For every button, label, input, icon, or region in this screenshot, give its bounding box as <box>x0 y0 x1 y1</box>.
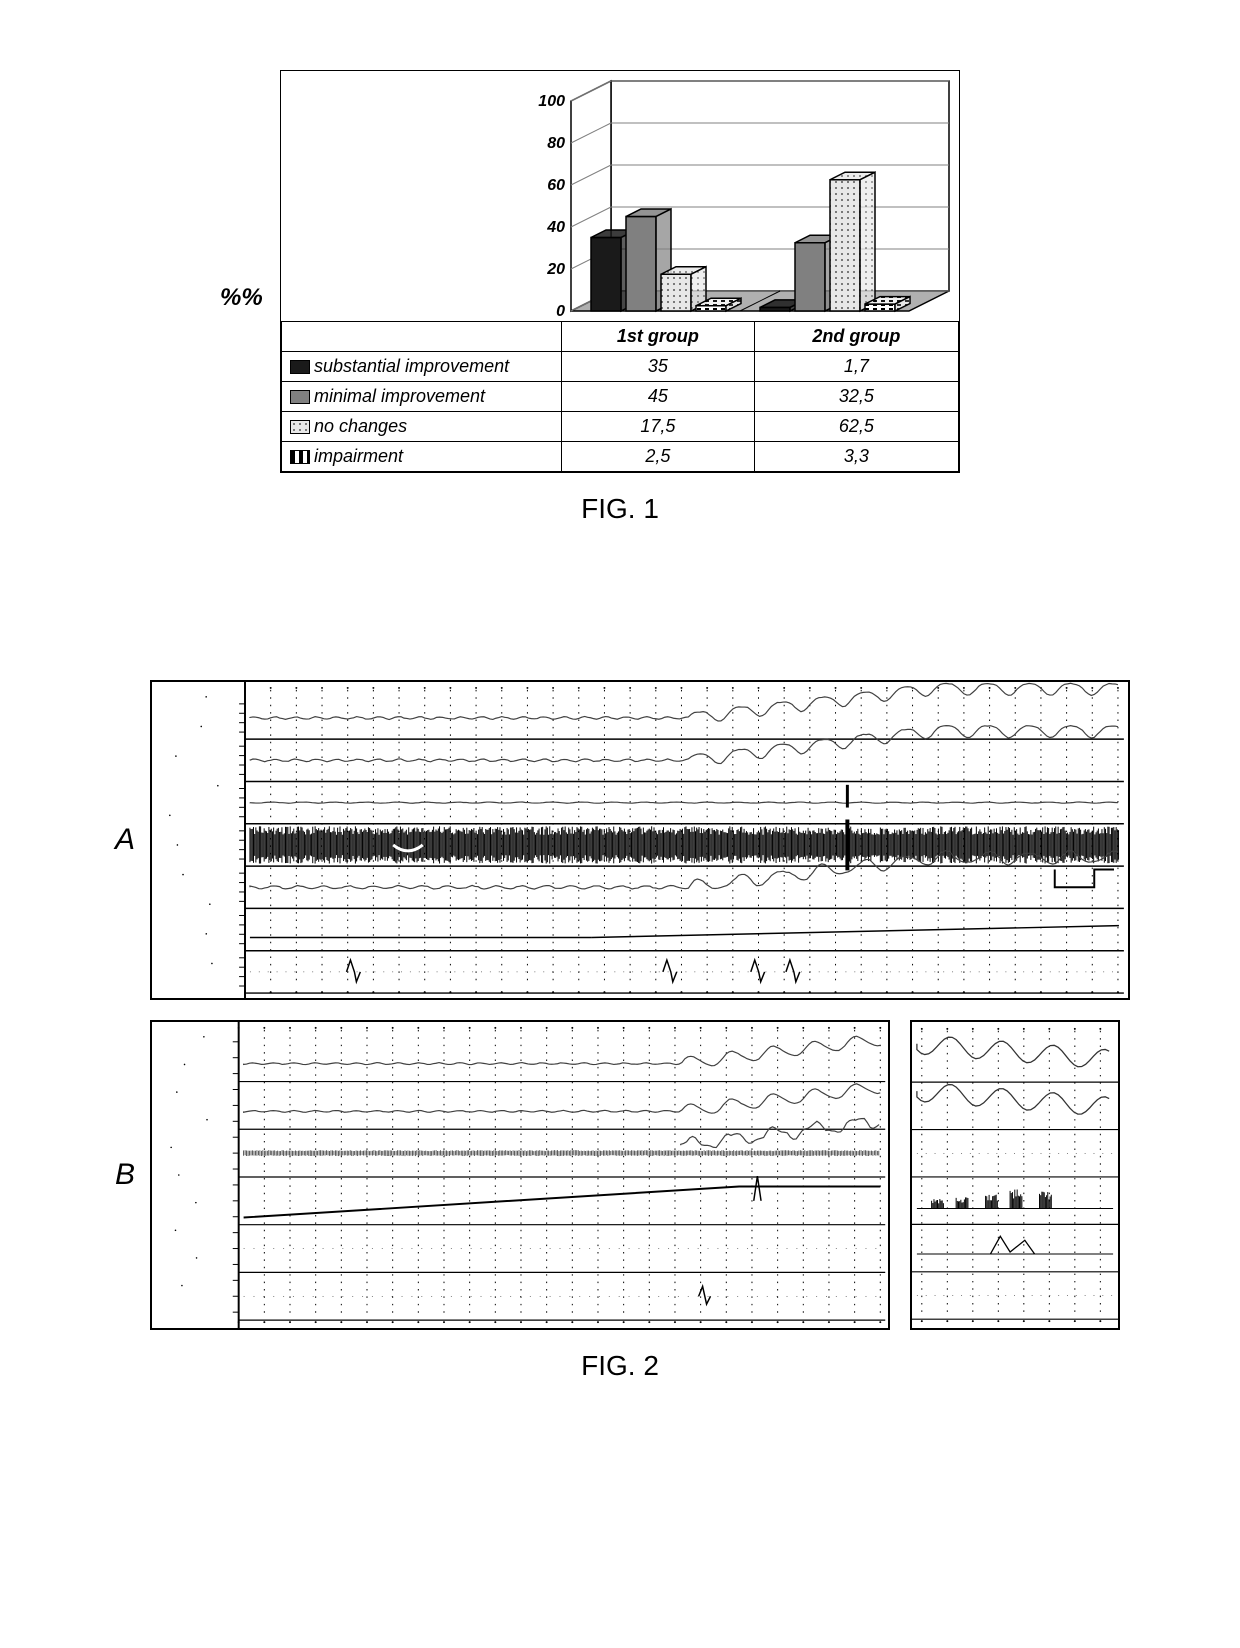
legend-swatch <box>290 420 310 434</box>
data-cell: 35 <box>562 352 755 382</box>
legend-cell: impairment <box>282 442 562 472</box>
data-cell: 2,5 <box>562 442 755 472</box>
corner-cell <box>282 322 562 352</box>
panel-b-wrap <box>150 1020 1120 1330</box>
figure-1-caption: FIG. 1 <box>280 493 960 525</box>
table-row: substantial improvement 351,7 <box>282 352 959 382</box>
svg-text:0: 0 <box>556 303 565 320</box>
legend-label: impairment <box>314 446 403 466</box>
svg-text:100: 100 <box>538 93 565 110</box>
data-table: 1st group 2nd group substantial improvem… <box>281 321 959 472</box>
svg-text:60: 60 <box>547 177 565 194</box>
chart-with-table: 0 20 40 60 80 100 1st group 2nd group substan… <box>280 70 960 473</box>
panel-a-label: A <box>100 823 150 857</box>
legend-swatch <box>290 450 310 464</box>
legend-label: minimal improvement <box>314 386 485 406</box>
panel-b-box-2 <box>910 1020 1120 1330</box>
data-cell: 1,7 <box>754 352 958 382</box>
figure-2: A B FIG. 2 <box>100 680 1140 1382</box>
figure-2-caption: FIG. 2 <box>100 1350 1140 1382</box>
panel-a-box <box>150 680 1130 1000</box>
col-header-1: 1st group <box>562 322 755 352</box>
legend-cell: minimal improvement <box>282 382 562 412</box>
legend-swatch <box>290 360 310 374</box>
legend-cell: substantial improvement <box>282 352 562 382</box>
bar-chart-3d: 0 20 40 60 80 100 <box>281 71 959 321</box>
panel-b-row: B <box>100 1020 1140 1330</box>
panel-a-svg <box>152 682 1128 998</box>
legend-cell: no changes <box>282 412 562 442</box>
figure-1: %% 020406080100 1st group 2nd group subs… <box>280 70 960 525</box>
bar-chart-svg: 0 20 40 60 80 100 <box>281 71 959 321</box>
col-header-2: 2nd group <box>754 322 958 352</box>
legend-swatch <box>290 390 310 404</box>
data-cell: 62,5 <box>754 412 958 442</box>
legend-label: no changes <box>314 416 407 436</box>
table-row: no changes 17,562,5 <box>282 412 959 442</box>
data-cell: 32,5 <box>754 382 958 412</box>
header-row: 1st group 2nd group <box>282 322 959 352</box>
data-cell: 45 <box>562 382 755 412</box>
svg-text:80: 80 <box>547 135 565 152</box>
panel-b-box-1 <box>150 1020 890 1330</box>
panel-b1-svg <box>152 1022 888 1328</box>
svg-text:40: 40 <box>546 219 565 236</box>
data-cell: 17,5 <box>562 412 755 442</box>
svg-text:20: 20 <box>546 261 565 278</box>
panel-a-row: A <box>100 680 1140 1000</box>
panel-b2-svg <box>912 1022 1118 1328</box>
panel-b-label: B <box>100 1158 150 1192</box>
table-row: impairment 2,53,3 <box>282 442 959 472</box>
y-axis-label: %% <box>220 284 263 312</box>
data-cell: 3,3 <box>754 442 958 472</box>
table-row: minimal improvement 4532,5 <box>282 382 959 412</box>
legend-label: substantial improvement <box>314 356 509 376</box>
